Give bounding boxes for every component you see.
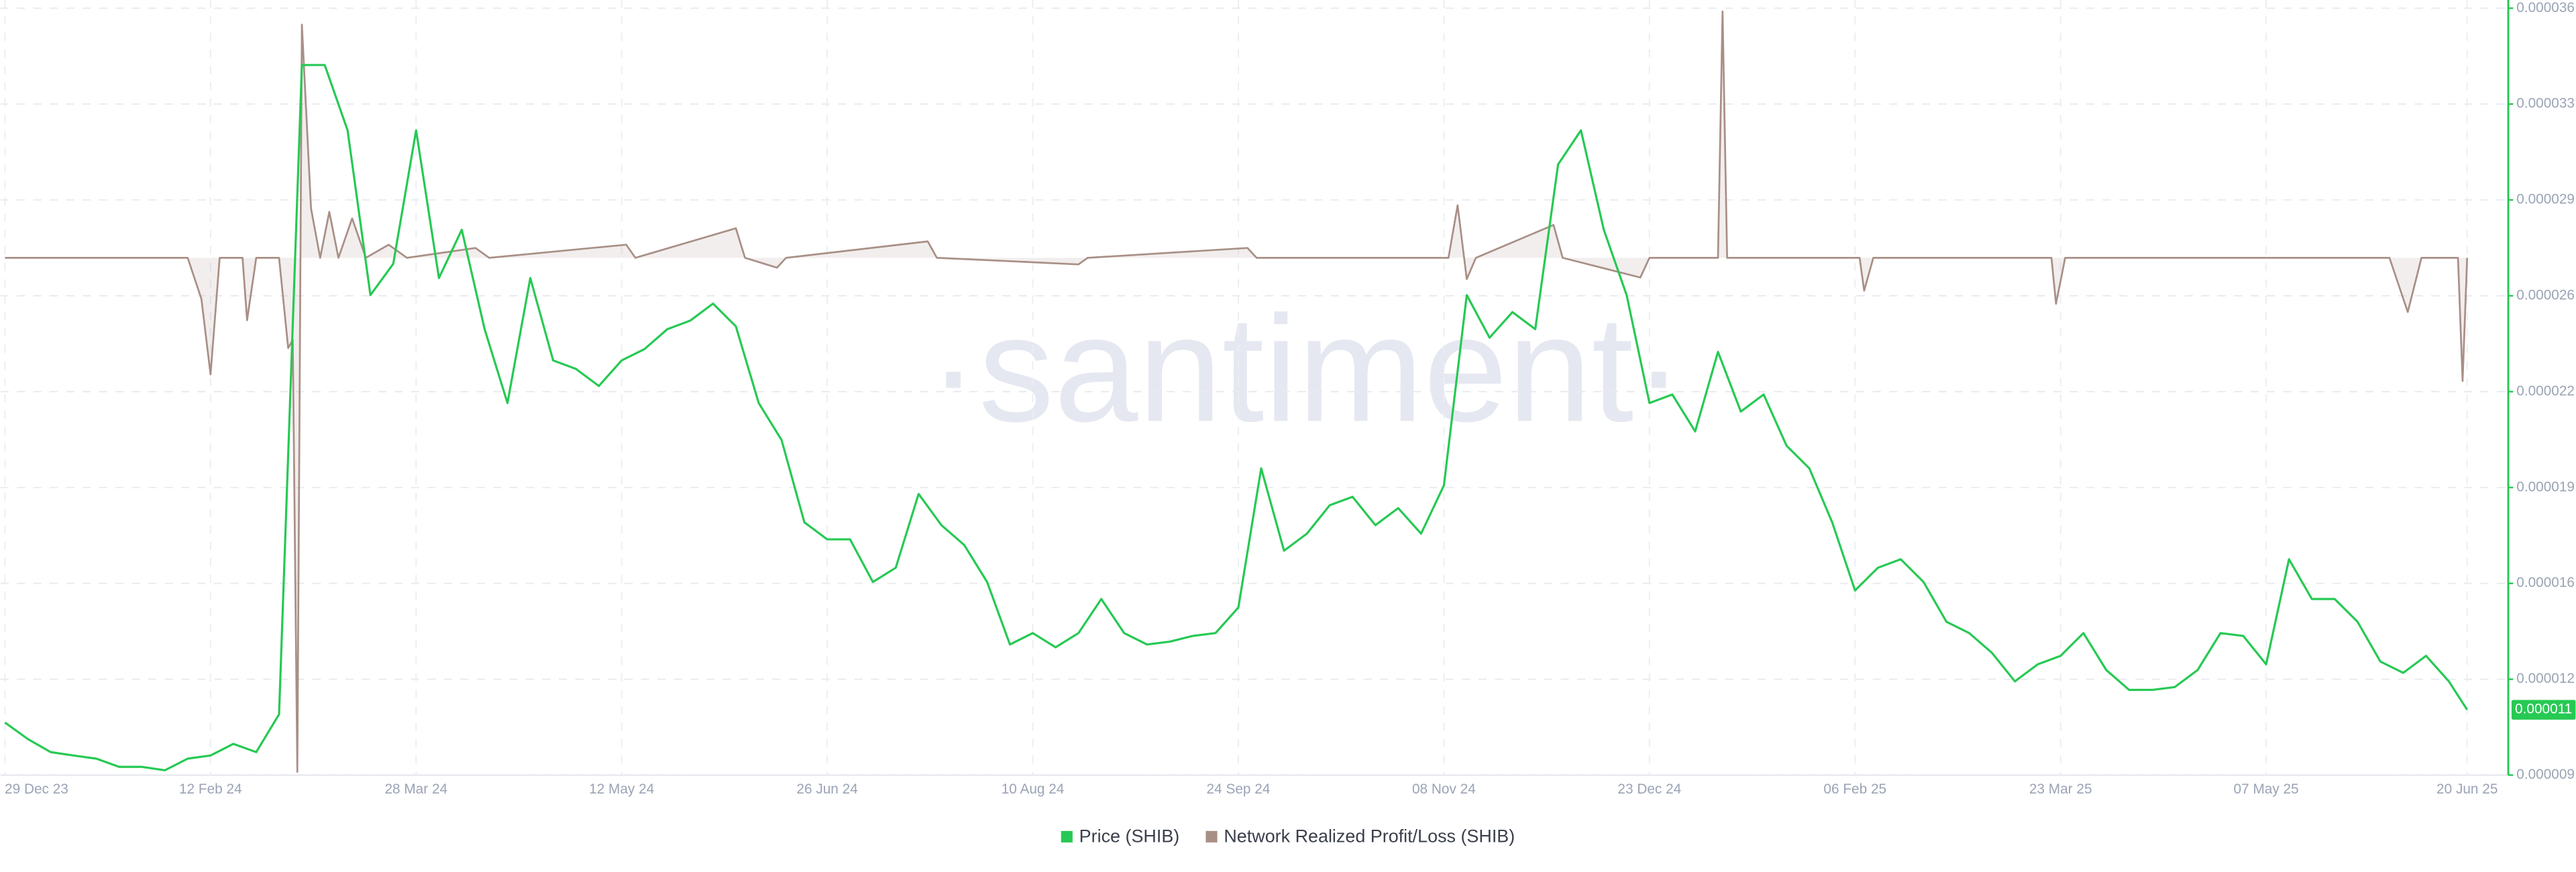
x-tick-label: 08 Nov 24 — [1412, 781, 1476, 797]
x-tick-label: 12 May 24 — [589, 781, 654, 797]
legend-item: Price (SHIB) — [1061, 826, 1180, 847]
grid — [0, 0, 2509, 776]
current-price-badge — [2511, 700, 2576, 720]
current-price-label: 0.000011 — [2515, 702, 2572, 717]
x-tick-label: 26 Jun 24 — [796, 781, 857, 797]
x-tick-label: 07 May 25 — [2234, 781, 2299, 797]
series-line — [5, 10, 2469, 773]
y2-tick-label: 0.000026 — [2516, 287, 2575, 303]
y2-tick-label: 0.000016 — [2516, 575, 2575, 590]
plot-area — [4, 10, 2469, 773]
x-tick-label: 24 Sep 24 — [1207, 781, 1271, 797]
x-tick-label: 23 Dec 24 — [1617, 781, 1681, 797]
legend-label: Price (SHIB) — [1079, 826, 1180, 847]
legend-swatch — [1061, 830, 1073, 842]
watermark: ·santiment· — [928, 284, 1684, 453]
x-tick-label: 28 Mar 24 — [384, 781, 447, 797]
axes: 0.000009 0.000012 0.000016 0.000019 0.000022… — [0, 0, 2576, 797]
legend-swatch — [1205, 830, 1218, 842]
y2-tick-label: 0.000033 — [2516, 96, 2575, 111]
series-line — [4, 64, 2469, 771]
x-tick-label: 12 Feb 24 — [179, 781, 242, 797]
x-tick-label: 10 Aug 24 — [1002, 781, 1065, 797]
y2-tick-label: 0.000022 — [2516, 383, 2575, 398]
legend-label: Network Realized Profit/Loss (SHIB) — [1224, 826, 1515, 847]
x-tick-label: 29 Dec 23 — [5, 781, 68, 797]
legend-item: Network Realized Profit/Loss (SHIB) — [1205, 826, 1515, 847]
y2-tick-label: 0.000012 — [2516, 671, 2575, 686]
y2-tick-label: 0.000019 — [2516, 479, 2575, 494]
y2-tick-label: 0.000009 — [2516, 767, 2575, 782]
x-tick-label: 06 Feb 25 — [1823, 781, 1886, 797]
legend: Price (SHIB) Network Realized Profit/Loss… — [1061, 826, 1515, 847]
y2-tick-label: 0.000029 — [2516, 192, 2575, 207]
x-tick-label: 20 Jun 25 — [2436, 781, 2498, 797]
y2-tick-label: 0.000036 — [2516, 0, 2575, 15]
x-tick-label: 23 Mar 25 — [2029, 781, 2092, 797]
